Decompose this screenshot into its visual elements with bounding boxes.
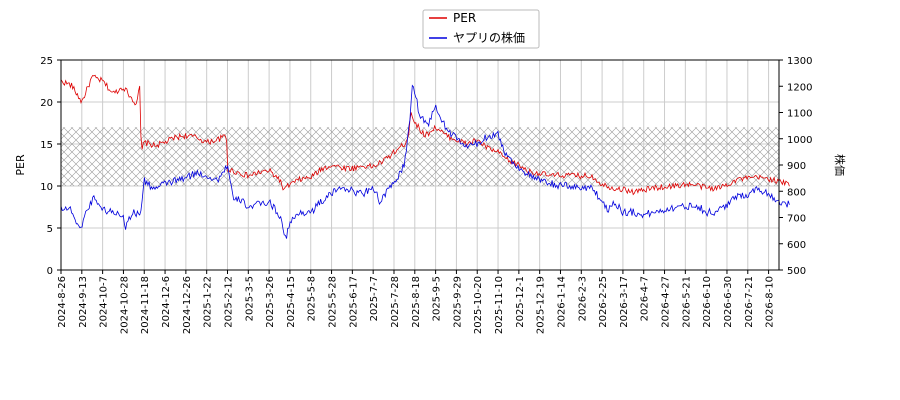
x-tick-label: 2025-4-15: [286, 276, 297, 328]
x-tick-label: 2026-8-10: [765, 276, 776, 328]
right-tick-label: 1200: [787, 82, 812, 93]
x-tick-label: 2025-2-12: [223, 276, 234, 328]
x-tick-label: 2025-9-5: [432, 276, 443, 321]
x-tick-label: 2026-2-3: [577, 276, 588, 321]
left-tick-label: 25: [40, 56, 53, 67]
left-axis: 0 5 10 15 20 25: [40, 56, 61, 277]
x-tick-label: 2025-5-28: [328, 276, 339, 328]
x-tick-label: 2024-11-18: [140, 276, 151, 334]
x-tick-label: 2025-10-20: [473, 276, 484, 334]
left-tick-label: 20: [40, 98, 53, 109]
x-tick-label: 2024-12-26: [182, 276, 193, 334]
x-tick-label: 2026-7-21: [744, 276, 755, 328]
x-tick-label: 2025-7-7: [369, 276, 380, 321]
left-tick-label: 5: [47, 224, 53, 235]
x-tick-label: 2025-12-19: [536, 276, 547, 334]
right-tick-label: 1100: [787, 109, 812, 120]
legend-label-price: ヤプリの株価: [453, 30, 525, 45]
x-tick-label: 2025-11-10: [494, 276, 505, 334]
legend-box: [422, 9, 540, 49]
right-tick-label: 600: [787, 240, 806, 251]
x-tick-label: 2025-5-8: [307, 276, 318, 321]
right-tick-label: 500: [787, 266, 806, 277]
x-tick-label: 2026-6-30: [723, 276, 734, 328]
left-tick-label: 0: [47, 266, 53, 277]
x-tick-label: 2026-6-10: [702, 276, 713, 328]
x-tick-label: 2025-3-26: [265, 276, 276, 328]
series-line-price: [60, 84, 790, 239]
left-axis-title: PER: [14, 154, 27, 176]
x-tick-label: 2026-1-14: [556, 276, 567, 328]
right-tick-label: 800: [787, 187, 806, 198]
x-tick-label: 2024-10-7: [99, 276, 110, 328]
right-axis-title: 株価: [833, 154, 847, 176]
x-tick-label: 2026-4-7: [640, 276, 651, 321]
per-band-hatch: [61, 127, 779, 186]
x-tick-label: 2024-9-13: [78, 276, 89, 328]
right-tick-label: 700: [787, 214, 806, 225]
right-tick-label: 1000: [787, 135, 812, 146]
right-tick-label: 900: [787, 161, 806, 172]
x-tick-label: 2024-10-28: [119, 276, 130, 334]
left-tick-label: 15: [40, 140, 53, 151]
x-tick-label: 2026-5-21: [681, 276, 692, 328]
series-line-per: [60, 74, 790, 196]
x-tick-label: 2025-7-28: [390, 276, 401, 328]
x-tick-label: 2026-3-17: [619, 276, 630, 328]
right-axis: 500 600 700 800 900 1000 1100 1200 1300: [779, 56, 812, 277]
x-tick-label: 2024-8-26: [57, 276, 68, 328]
x-tick-label: 2025-1-22: [203, 276, 214, 328]
x-tick-label: 2025-8-18: [411, 276, 422, 328]
x-axis: 2024-8-26 2024-9-13 2024-10-7 2024-10-28 202…: [57, 270, 776, 334]
legend-label-per: PER: [453, 11, 476, 25]
shaded-band: [61, 127, 779, 186]
right-tick-label: 1300: [787, 56, 812, 67]
x-tick-label: 2025-12-1: [515, 276, 526, 328]
x-tick-label: 2026-4-27: [661, 276, 672, 328]
left-tick-label: 10: [40, 182, 53, 193]
x-tick-label: 2025-3-5: [244, 276, 255, 321]
legend: PER ヤプリの株価: [422, 9, 540, 49]
x-tick-label: 2025-9-29: [452, 276, 463, 328]
x-tick-label: 2025-6-17: [348, 276, 359, 328]
x-tick-label: 2024-12-6: [161, 276, 172, 328]
x-tick-label: 2026-2-25: [598, 276, 609, 328]
series-layer: [60, 74, 790, 239]
